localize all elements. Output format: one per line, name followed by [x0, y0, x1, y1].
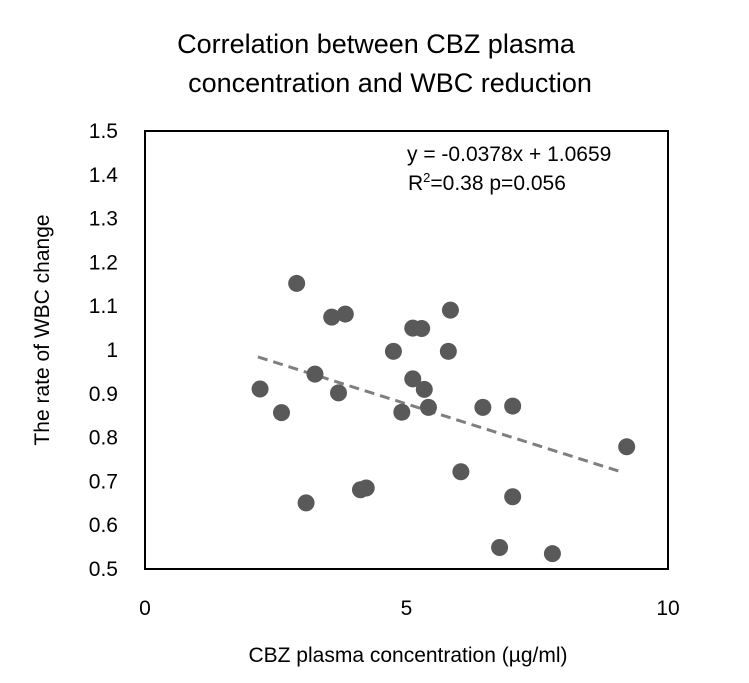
data-point — [330, 384, 348, 402]
data-point — [504, 397, 522, 415]
chart-title-line-2: concentration and WBC reduction — [188, 68, 592, 98]
plot-area-frame — [144, 130, 669, 570]
data-point — [415, 380, 433, 398]
data-point — [419, 398, 437, 416]
y-tick-label: 0.6 — [89, 514, 118, 537]
r2-rest: =0.38 p=0.056 — [430, 172, 565, 195]
data-point — [273, 404, 291, 422]
data-point — [474, 398, 492, 416]
data-point — [491, 539, 509, 557]
data-point — [504, 488, 522, 506]
y-axis-label: The rate of WBC change — [31, 214, 54, 445]
data-point — [404, 370, 422, 388]
y-tick-label: 0.9 — [89, 383, 118, 406]
data-point — [413, 320, 431, 338]
x-tick-label: 0 — [139, 597, 151, 620]
data-point — [393, 403, 411, 421]
regression-equation: y = -0.0378x + 1.0659 — [407, 143, 611, 166]
data-point — [441, 301, 459, 319]
x-axis-label: CBZ plasma concentration (µg/ml) — [248, 644, 567, 667]
y-tick-label: 1.2 — [89, 251, 118, 274]
x-axis-tick-labels: 0 5 10 — [139, 597, 680, 620]
data-points — [251, 274, 636, 563]
data-point — [297, 494, 315, 512]
x-tick-label: 5 — [401, 597, 413, 620]
r2-prefix: R — [408, 172, 423, 195]
data-point — [336, 305, 354, 323]
y-axis-tick-labels: 0.5 0.6 0.7 0.8 0.9 1 1.1 1.2 1.3 1.4 1.5 — [89, 120, 119, 581]
data-point — [288, 274, 306, 292]
data-point — [251, 380, 269, 398]
x-tick-label: 10 — [656, 597, 679, 620]
data-point — [323, 308, 341, 326]
data-point — [618, 438, 636, 456]
y-tick-label: 0.5 — [89, 558, 118, 581]
y-tick-label: 0.8 — [89, 427, 118, 450]
data-point — [306, 365, 324, 383]
y-tick-label: 1.1 — [89, 295, 118, 318]
data-point — [452, 463, 470, 481]
y-tick-label: 0.7 — [89, 470, 118, 493]
data-point — [543, 545, 561, 563]
r2-superscript: 2 — [423, 170, 430, 185]
y-tick-label: 1.3 — [89, 208, 118, 231]
y-tick-label: 1 — [106, 339, 118, 362]
regression-stats: R2=0.38 p=0.056 — [408, 170, 566, 195]
data-point — [439, 342, 457, 360]
data-point — [384, 342, 402, 360]
y-tick-label: 1.5 — [89, 120, 118, 143]
chart-title-line-1: Correlation between CBZ plasma — [177, 29, 576, 59]
data-point — [357, 479, 375, 497]
y-tick-label: 1.4 — [89, 164, 119, 187]
